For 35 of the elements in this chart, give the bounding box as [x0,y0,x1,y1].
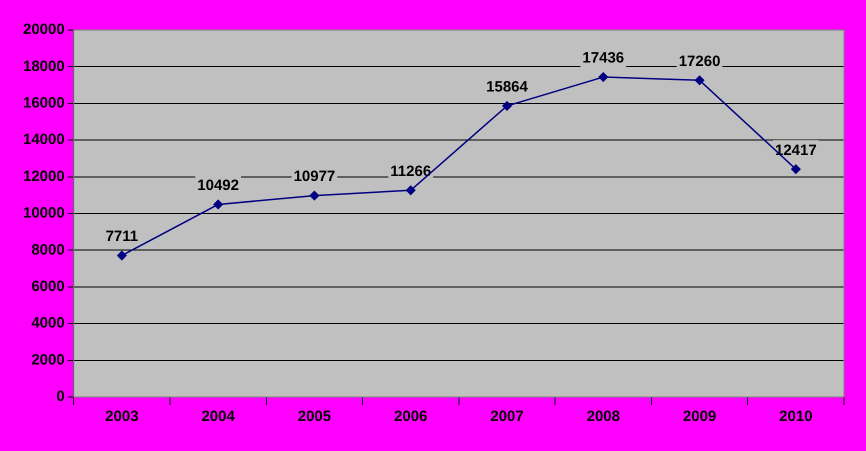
y-tick-label: 12000 [22,168,65,185]
point [598,72,608,82]
data-label: 11266 [390,162,432,180]
data-label: 17436 [582,50,624,67]
data-label: 10977 [294,168,336,186]
data-label: 15864 [486,78,529,96]
y-tick-label: 4000 [31,314,65,332]
x-tick-label: 2004 [201,408,236,426]
x-tick-label: 2009 [682,408,716,426]
x-tick-label: 2007 [490,408,524,426]
point [117,250,127,260]
point [406,186,416,196]
y-tick-label: 10000 [22,204,65,222]
x-tick-label: 2010 [779,408,813,426]
data-label: 10492 [197,177,239,194]
y-tick-label: 0 [56,388,65,406]
data-label: 17260 [678,52,720,70]
point [502,101,512,111]
y-tick-label: 14000 [22,131,65,148]
y-tick-label: 20000 [22,21,65,38]
y-tick-label: 8000 [31,241,65,258]
y-tick-label: 2000 [31,351,65,368]
y-tick-label: 18000 [22,58,65,75]
data-label: 12417 [775,142,817,159]
point [213,200,223,210]
x-tick-label: 2008 [586,408,620,426]
x-tick-label: 2005 [298,408,332,426]
point [694,76,704,86]
y-tick-label: 6000 [31,278,65,296]
point [310,190,320,200]
data-label: 7711 [106,228,138,246]
x-tick-label: 2003 [105,408,139,426]
y-tick-label: 16000 [22,94,65,112]
point [791,164,801,174]
x-tick-label: 2006 [394,408,428,426]
